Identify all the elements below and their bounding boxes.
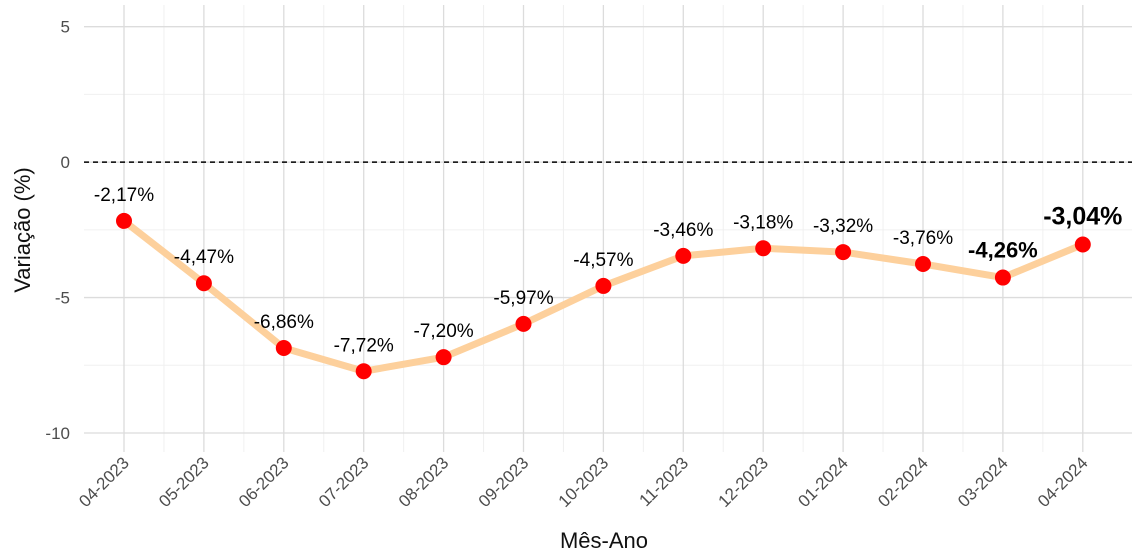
x-tick-label: 06-2023 (235, 453, 293, 511)
value-label: -4,26% (968, 238, 1038, 263)
data-point (1074, 236, 1091, 253)
data-point (915, 255, 931, 272)
data-point (355, 363, 372, 380)
x-tick-label: 01-2024 (794, 453, 852, 511)
x-tick-label: 08-2023 (395, 453, 453, 511)
x-tick-label: 10-2023 (555, 453, 613, 511)
data-point (275, 339, 292, 356)
value-label: -6,86% (254, 312, 314, 333)
x-tick-label: 04-2023 (75, 453, 133, 511)
data-point (675, 247, 692, 264)
x-tick-label: 12-2023 (714, 453, 772, 511)
y-axis-title: Variação (%) (10, 167, 35, 293)
y-tick-label: 5 (61, 18, 70, 37)
value-label: -5,97% (493, 288, 553, 309)
data-point (515, 315, 532, 332)
y-tick-label: -5 (55, 289, 70, 308)
value-label: -3,32% (813, 216, 873, 237)
value-label: -4,47% (174, 247, 234, 268)
value-label: -3,76% (893, 228, 953, 249)
value-label: -4,57% (573, 250, 633, 271)
x-tick-label: 07-2023 (315, 453, 373, 511)
data-point (755, 240, 772, 257)
data-point (435, 349, 452, 366)
x-tick-label: 11-2023 (635, 453, 692, 510)
x-tick-label: 03-2024 (954, 453, 1012, 511)
y-tick-label: -10 (45, 424, 70, 443)
value-label: -3,18% (733, 212, 793, 233)
x-tick-label: 02-2024 (874, 453, 932, 511)
data-point (595, 277, 612, 294)
value-label: -7,20% (413, 321, 473, 342)
data-point (116, 212, 132, 229)
x-tick-label: 05-2023 (155, 453, 213, 511)
y-tick-label: 0 (61, 153, 70, 172)
value-label: -3,46% (653, 220, 713, 241)
value-label: -2,17% (94, 185, 154, 206)
value-label: -7,72% (334, 335, 394, 356)
data-point (195, 275, 212, 292)
x-tick-label: 09-2023 (475, 453, 533, 511)
data-point (994, 269, 1011, 286)
x-axis-title: Mês-Ano (560, 528, 648, 552)
data-point (835, 244, 852, 261)
value-label: -3,04% (1043, 202, 1122, 230)
x-tick-label: 04-2024 (1034, 453, 1092, 511)
